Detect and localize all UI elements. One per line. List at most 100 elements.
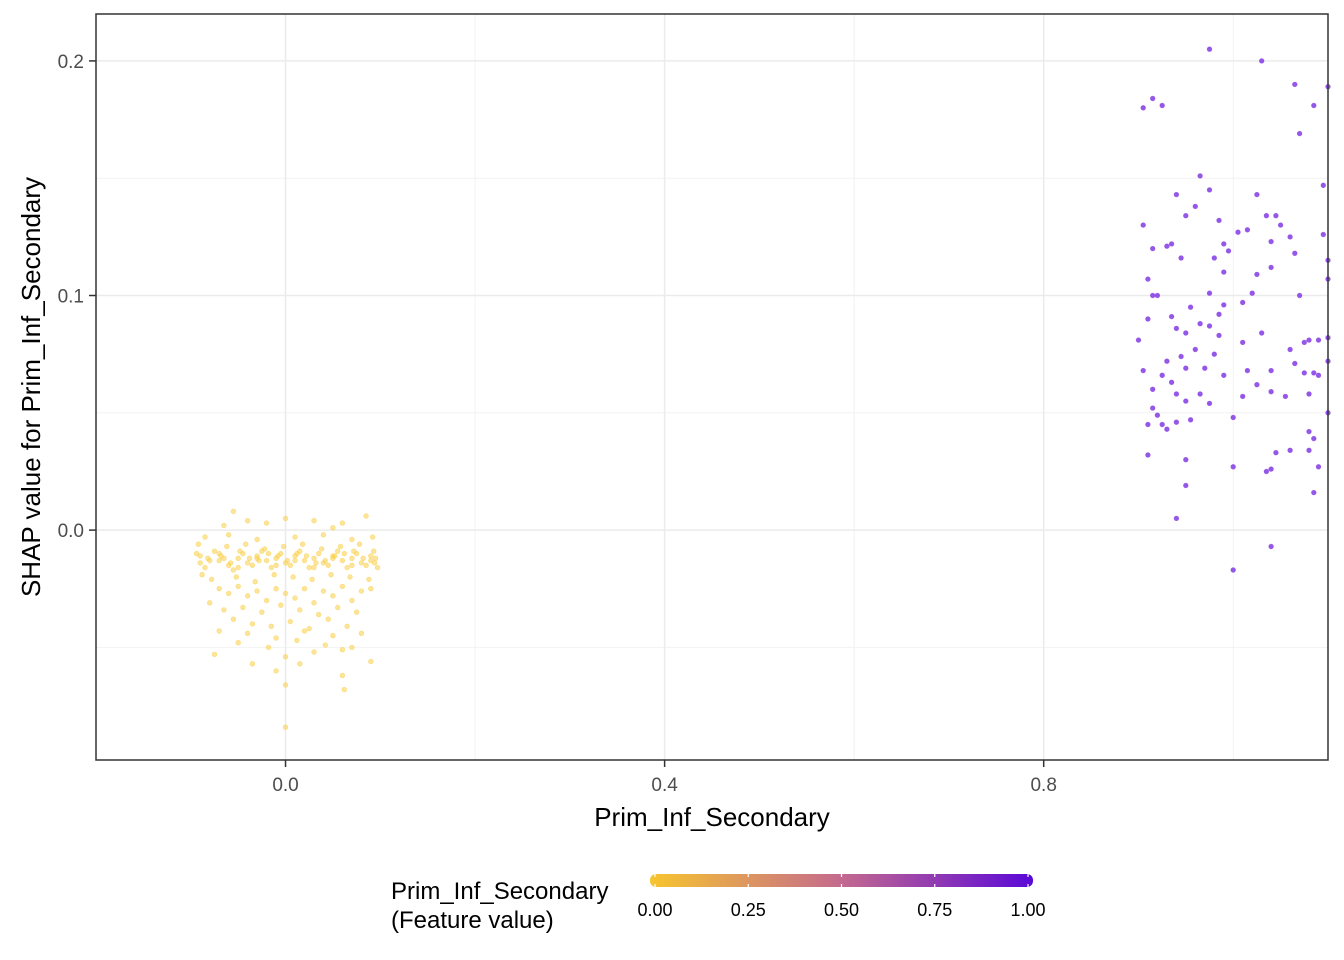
data-point — [202, 564, 208, 571]
data-point — [1311, 489, 1317, 496]
data-point — [1292, 360, 1298, 367]
data-point — [1315, 372, 1322, 378]
data-point — [1145, 276, 1151, 282]
data-point — [1183, 482, 1189, 489]
data-point — [1287, 447, 1293, 453]
data-point — [1183, 457, 1189, 463]
data-point — [1183, 365, 1189, 371]
data-point — [230, 508, 237, 514]
data-point — [347, 574, 353, 580]
data-point — [1268, 466, 1274, 472]
data-point — [337, 543, 344, 550]
data-point — [218, 553, 224, 559]
legend-tick-label: 0.75 — [917, 900, 952, 920]
data-point — [1173, 419, 1180, 425]
data-point — [235, 639, 241, 646]
data-point — [349, 597, 355, 604]
legend-title-line2: (Feature value) — [391, 907, 554, 934]
data-point — [306, 564, 312, 571]
data-point — [211, 651, 218, 658]
data-point — [244, 560, 251, 566]
data-point — [278, 602, 284, 608]
data-point — [1183, 398, 1189, 404]
data-point — [313, 560, 319, 566]
data-point — [1168, 313, 1175, 320]
data-point — [332, 553, 338, 559]
data-point — [1268, 389, 1274, 395]
data-point — [316, 550, 322, 557]
axis-ticks: 0.0 0.4 0.8 0.0 0.1 0.2 — [58, 52, 1057, 796]
data-point — [1230, 567, 1236, 573]
data-point — [1287, 346, 1293, 353]
data-point — [202, 534, 208, 540]
data-point — [1249, 290, 1255, 296]
data-point — [1239, 393, 1246, 400]
data-point — [339, 646, 346, 653]
x-tick-label: 0.8 — [1030, 775, 1056, 796]
data-point — [1221, 241, 1227, 247]
data-point — [1168, 241, 1175, 247]
data-point — [1277, 222, 1284, 228]
data-point — [1273, 213, 1279, 219]
data-point — [263, 557, 270, 564]
data-point — [275, 553, 281, 559]
y-tick-label: 0.0 — [58, 521, 84, 542]
data-point — [271, 571, 277, 578]
data-point — [1306, 391, 1312, 397]
data-point — [1202, 365, 1208, 371]
data-point — [282, 654, 289, 660]
data-point — [339, 672, 346, 679]
data-point — [349, 555, 355, 561]
data-point — [1173, 515, 1180, 522]
grid-lines — [95, 14, 1328, 760]
data-point — [339, 520, 346, 526]
data-point — [1311, 370, 1317, 376]
data-point — [349, 562, 355, 568]
legend-ticks: 0.00 0.25 0.50 0.75 1.00 — [637, 874, 1046, 920]
data-point — [244, 630, 251, 636]
data-point — [1254, 271, 1260, 278]
data-point — [1159, 372, 1165, 378]
data-point — [303, 553, 310, 559]
data-point — [226, 532, 232, 538]
data-point — [349, 536, 355, 543]
data-point — [287, 562, 293, 568]
data-point — [244, 593, 251, 599]
data-point — [1187, 417, 1194, 423]
data-point — [1221, 372, 1227, 378]
data-point — [1306, 428, 1312, 435]
data-point — [1178, 255, 1184, 261]
data-point — [325, 616, 331, 622]
legend-title-line1: Prim_Inf_Secondary — [391, 878, 608, 905]
data-point — [268, 564, 274, 571]
data-point — [294, 550, 300, 557]
data-point — [259, 609, 265, 615]
data-point — [284, 557, 291, 564]
data-point — [1273, 450, 1279, 456]
data-point — [1306, 447, 1312, 453]
data-point — [1197, 391, 1203, 397]
data-point — [1239, 299, 1246, 306]
data-point — [356, 541, 363, 547]
data-point — [1145, 452, 1151, 458]
data-point — [330, 593, 336, 599]
color-legend: Prim_Inf_Secondary (Feature value) 0.00 0… — [391, 874, 1046, 934]
data-point — [199, 571, 205, 578]
data-point — [1140, 222, 1146, 228]
data-point — [1221, 302, 1227, 308]
data-point — [265, 644, 272, 651]
data-point — [1173, 391, 1180, 397]
data-point — [1159, 421, 1165, 428]
data-point — [1292, 250, 1298, 257]
data-point — [226, 590, 232, 597]
data-point — [335, 604, 341, 611]
data-point — [311, 555, 317, 561]
x-tick-label: 0.0 — [272, 775, 298, 796]
data-point — [1244, 367, 1251, 374]
data-point — [249, 562, 256, 568]
data-point — [360, 555, 366, 561]
data-point — [1206, 323, 1213, 329]
data-point — [1211, 255, 1218, 261]
y-axis-title: SHAP value for Prim_Inf_Secondary — [16, 177, 46, 597]
data-point — [1320, 182, 1327, 189]
